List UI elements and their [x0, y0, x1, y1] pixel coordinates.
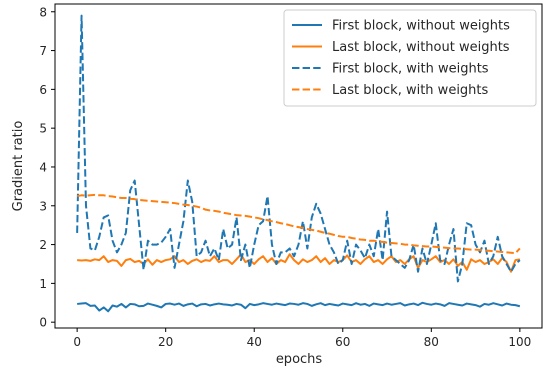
- y-axis-label: Gradient ratio: [11, 121, 26, 212]
- legend: First block, without weights Last block, …: [283, 9, 537, 107]
- series-layer: [76, 14, 521, 313]
- y-tick-label: 3: [39, 199, 47, 213]
- x-tick-label: 40: [247, 335, 262, 349]
- legend-label: Last block, with weights: [332, 83, 489, 98]
- y-tick-label: 2: [39, 238, 47, 252]
- series-line-last-block-with-weights: [76, 193, 521, 255]
- axes-layer: 0 20 40 60 80 100 0 1 2 3 4 5 6 7 8: [39, 3, 543, 349]
- y-tick-label: 5: [39, 122, 47, 136]
- x-tick-label: 0: [73, 335, 81, 349]
- x-tick-label: 20: [158, 335, 173, 349]
- y-tick-label: 1: [39, 277, 47, 291]
- legend-label: Last block, without weights: [332, 40, 510, 55]
- legend-label: First block, without weights: [332, 19, 510, 34]
- legend-box: [283, 9, 537, 107]
- plot-frame: [54, 3, 543, 329]
- series-line-first-block-without-weights: [77, 301, 521, 313]
- x-tick-label: 100: [508, 335, 531, 349]
- x-tick-label: 80: [424, 335, 439, 349]
- x-tick-label: 60: [335, 335, 350, 349]
- y-tick-label: 0: [39, 316, 47, 330]
- legend-label: First block, with weights: [332, 62, 489, 77]
- y-tick-label: 7: [39, 44, 47, 58]
- y-tick-label: 6: [39, 83, 47, 97]
- y-tick-label: 4: [39, 160, 47, 174]
- x-axis-label: epochs: [276, 352, 323, 367]
- y-tick-label: 8: [39, 5, 47, 19]
- series-line-first-block-with-weights: [76, 14, 521, 283]
